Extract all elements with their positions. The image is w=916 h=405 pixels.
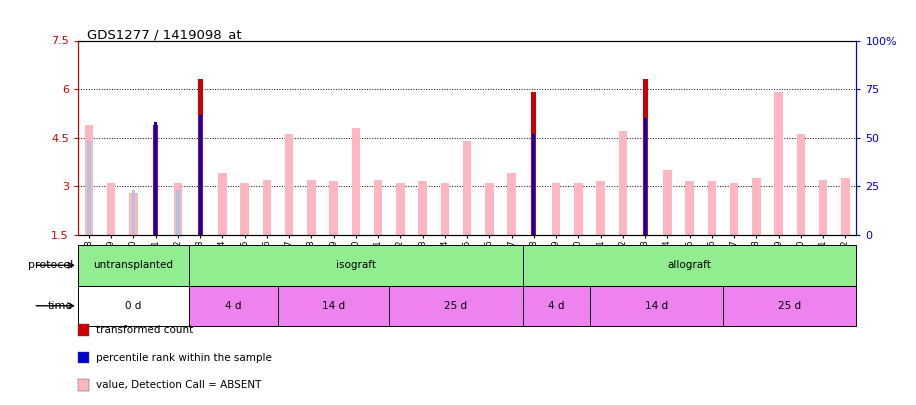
Bar	[263, 180, 271, 235]
Bar	[199, 115, 202, 235]
Text: percentile rank within the sample: percentile rank within the sample	[96, 353, 272, 362]
Text: 4 d: 4 d	[225, 301, 242, 311]
Bar	[278, 286, 389, 326]
Bar	[198, 79, 202, 235]
Text: isograft: isograft	[336, 260, 376, 270]
Text: GDS1277 / 1419098_at: GDS1277 / 1419098_at	[87, 28, 242, 41]
Bar	[153, 125, 158, 235]
Bar	[441, 183, 449, 235]
Bar	[129, 193, 137, 235]
Bar	[708, 181, 716, 235]
Text: protocol: protocol	[28, 260, 73, 270]
Bar	[643, 79, 648, 235]
Text: untransplanted: untransplanted	[93, 260, 173, 270]
Bar	[723, 286, 856, 326]
Bar	[644, 118, 647, 235]
Bar	[523, 286, 590, 326]
Bar	[189, 286, 278, 326]
Text: 25 d: 25 d	[779, 301, 802, 311]
Bar	[132, 190, 135, 235]
Bar	[154, 122, 158, 235]
Bar	[531, 92, 537, 235]
Text: 14 d: 14 d	[322, 301, 345, 311]
Bar	[330, 181, 338, 235]
Text: 14 d: 14 d	[645, 301, 668, 311]
Text: time: time	[48, 301, 73, 311]
Bar	[107, 183, 115, 235]
Bar	[374, 180, 382, 235]
Bar	[352, 128, 360, 235]
Text: 0 d: 0 d	[125, 301, 142, 311]
Bar	[87, 141, 91, 235]
Text: 25 d: 25 d	[444, 301, 467, 311]
Bar	[685, 181, 693, 235]
Bar	[397, 183, 405, 235]
Bar	[663, 170, 671, 235]
Bar	[78, 286, 189, 326]
Bar	[552, 183, 561, 235]
Text: transformed count: transformed count	[96, 325, 193, 335]
Text: allograft: allograft	[668, 260, 712, 270]
Bar	[463, 141, 472, 235]
Bar	[730, 183, 738, 235]
Text: value, Detection Call = ABSENT: value, Detection Call = ABSENT	[96, 380, 262, 390]
Bar	[523, 245, 856, 286]
Bar	[389, 286, 523, 326]
Bar	[507, 173, 516, 235]
Bar	[752, 178, 760, 235]
Bar	[174, 183, 182, 235]
Bar	[189, 245, 523, 286]
Bar	[574, 183, 583, 235]
Bar	[596, 181, 605, 235]
Bar	[532, 134, 536, 235]
Bar	[285, 134, 293, 235]
Bar	[419, 181, 427, 235]
Bar	[618, 131, 627, 235]
Bar	[307, 180, 316, 235]
Bar	[85, 125, 93, 235]
Bar	[241, 183, 249, 235]
Bar	[177, 190, 180, 235]
Bar	[841, 178, 849, 235]
Bar	[485, 183, 494, 235]
Bar	[218, 173, 226, 235]
Text: 4 d: 4 d	[548, 301, 564, 311]
Bar	[774, 92, 783, 235]
Bar	[78, 245, 189, 286]
Bar	[590, 286, 723, 326]
Bar	[797, 134, 805, 235]
Bar	[819, 180, 827, 235]
